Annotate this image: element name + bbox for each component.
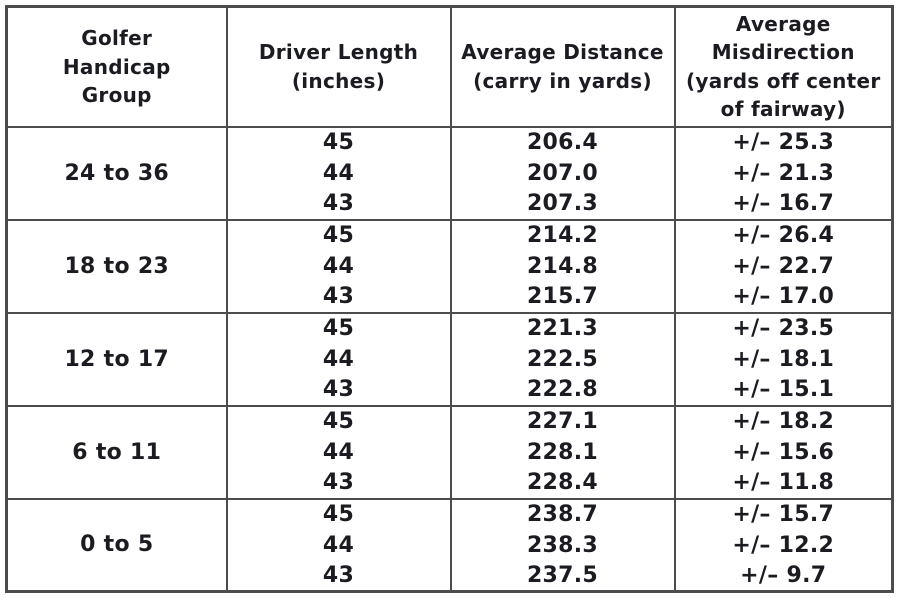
table-row: 44 222.5 +/– 18.1 xyxy=(7,343,893,375)
avg-distance-cell: 228.1 xyxy=(449,436,675,468)
avg-misdirection-cell: +/– 9.7 xyxy=(673,560,893,592)
avg-distance-cell: 215.7 xyxy=(449,281,675,313)
table-row: 24 to 36 45 206.4 +/– 25.3 xyxy=(6,125,893,220)
handicap-group-cell: 24 to 36 xyxy=(6,125,227,220)
driver-length-cell: 44 xyxy=(225,157,451,189)
avg-misdirection-cell: +/– 11.8 xyxy=(673,467,893,499)
driver-length-cell: 44 xyxy=(225,250,451,282)
avg-misdirection-cell: +/– 22.7 xyxy=(673,250,893,282)
avg-misdirection-cell: +/– 15.1 xyxy=(673,374,893,406)
driver-length-cell: 44 xyxy=(225,529,451,561)
avg-distance-cell: 221.3 xyxy=(449,311,675,344)
avg-misdirection-cell: +/– 12.2 xyxy=(673,529,893,561)
driver-length-cell: 43 xyxy=(225,560,451,592)
driver-length-cell: 45 xyxy=(225,497,451,530)
avg-distance-cell: 228.4 xyxy=(449,467,675,499)
avg-distance-cell: 206.4 xyxy=(449,125,675,158)
table-row: 44 228.1 +/– 15.6 xyxy=(7,436,893,468)
column-header-driver-length: Driver Length (inches) xyxy=(225,6,451,128)
table-row: 44 214.8 +/– 22.7 xyxy=(7,250,893,282)
table-row: 43 222.8 +/– 15.1 xyxy=(7,374,893,406)
avg-misdirection-cell: +/– 18.1 xyxy=(673,343,893,375)
avg-distance-cell: 207.0 xyxy=(449,157,675,189)
avg-misdirection-cell: +/– 21.3 xyxy=(673,157,893,189)
avg-distance-cell: 227.1 xyxy=(449,404,675,437)
table-row: 44 238.3 +/– 12.2 xyxy=(7,529,893,561)
table-row: 0 to 5 45 238.7 +/– 15.7 xyxy=(6,497,893,592)
header-row: Golfer Handicap Group Driver Length (inc… xyxy=(6,6,893,128)
avg-misdirection-cell: +/– 17.0 xyxy=(673,281,893,313)
table-row: 44 207.0 +/– 21.3 xyxy=(7,157,893,189)
avg-misdirection-cell: +/– 26.4 xyxy=(673,218,893,251)
driver-length-cell: 43 xyxy=(225,281,451,313)
driver-length-cell: 43 xyxy=(225,467,451,499)
driver-length-cell: 44 xyxy=(225,343,451,375)
handicap-group-cell: 0 to 5 xyxy=(6,497,227,592)
driver-length-cell: 45 xyxy=(225,218,451,251)
golfer-driver-data-table: Golfer Handicap Group Driver Length (inc… xyxy=(5,5,894,593)
avg-distance-cell: 238.3 xyxy=(449,529,675,561)
driver-length-cell: 44 xyxy=(225,436,451,468)
avg-misdirection-cell: +/– 25.3 xyxy=(673,125,893,158)
table-row: 43 228.4 +/– 11.8 xyxy=(7,467,893,499)
table-row: 43 207.3 +/– 16.7 xyxy=(7,188,893,220)
driver-length-cell: 43 xyxy=(225,374,451,406)
avg-distance-cell: 238.7 xyxy=(449,497,675,530)
avg-misdirection-cell: +/– 18.2 xyxy=(673,404,893,437)
driver-length-cell: 45 xyxy=(225,125,451,158)
handicap-group-cell: 18 to 23 xyxy=(6,218,227,313)
table-row: 6 to 11 45 227.1 +/– 18.2 xyxy=(6,404,893,499)
avg-distance-cell: 237.5 xyxy=(449,560,675,592)
column-header-avg-misdirection: Average Misdirection (yards off center o… xyxy=(673,6,893,128)
avg-misdirection-cell: +/– 15.7 xyxy=(673,497,893,530)
driver-length-cell: 45 xyxy=(225,311,451,344)
column-header-handicap-group: Golfer Handicap Group xyxy=(6,6,227,128)
avg-distance-cell: 222.8 xyxy=(449,374,675,406)
avg-distance-cell: 214.8 xyxy=(449,250,675,282)
column-header-avg-distance: Average Distance (carry in yards) xyxy=(449,6,675,128)
table-row: 43 237.5 +/– 9.7 xyxy=(7,560,893,592)
avg-distance-cell: 207.3 xyxy=(449,188,675,220)
avg-misdirection-cell: +/– 15.6 xyxy=(673,436,893,468)
table-body: 24 to 36 45 206.4 +/– 25.3 44 207.0 +/– … xyxy=(6,125,893,592)
avg-distance-cell: 214.2 xyxy=(449,218,675,251)
table-row: 43 215.7 +/– 17.0 xyxy=(7,281,893,313)
avg-distance-cell: 222.5 xyxy=(449,343,675,375)
table-row: 12 to 17 45 221.3 +/– 23.5 xyxy=(6,311,893,406)
handicap-group-cell: 6 to 11 xyxy=(6,404,227,499)
table-row: 18 to 23 45 214.2 +/– 26.4 xyxy=(6,218,893,313)
driver-length-cell: 45 xyxy=(225,404,451,437)
avg-misdirection-cell: +/– 23.5 xyxy=(673,311,893,344)
table-header: Golfer Handicap Group Driver Length (inc… xyxy=(6,6,893,128)
avg-misdirection-cell: +/– 16.7 xyxy=(673,188,893,220)
handicap-group-cell: 12 to 17 xyxy=(6,311,227,406)
driver-length-cell: 43 xyxy=(225,188,451,220)
